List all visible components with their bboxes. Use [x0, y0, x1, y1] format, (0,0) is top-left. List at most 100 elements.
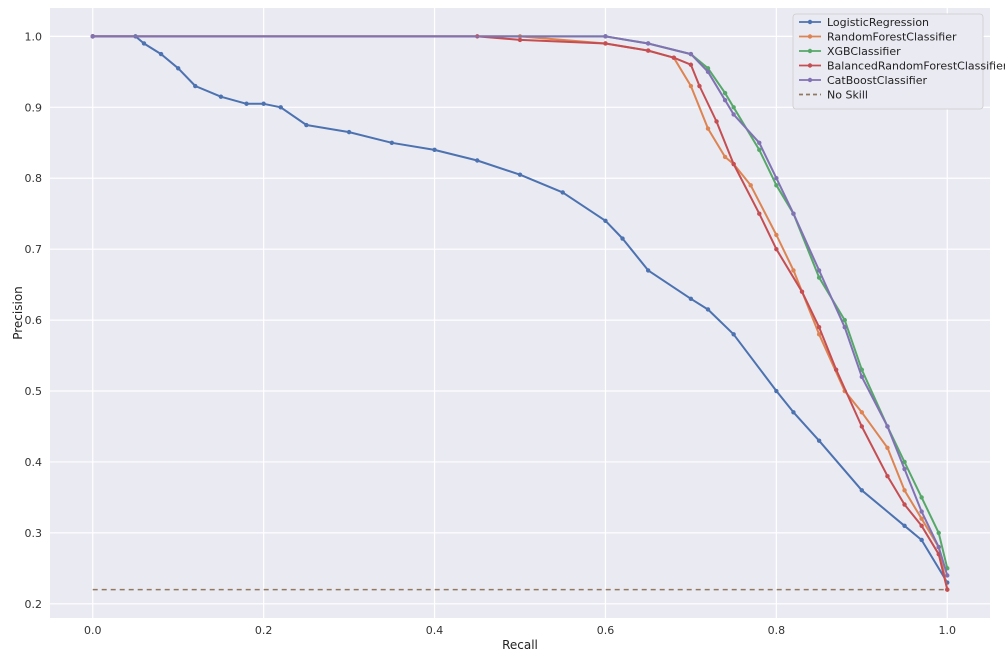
data-point: [714, 119, 719, 124]
series-BalancedRandomForestClassifier: [90, 34, 950, 592]
data-point: [645, 41, 651, 46]
y-tick-label: 0.2: [25, 598, 43, 611]
data-point: [774, 176, 779, 181]
data-point: [141, 41, 147, 46]
data-point: [304, 122, 309, 128]
data-point: [859, 374, 865, 380]
data-point: [705, 307, 711, 312]
data-point: [859, 488, 865, 493]
data-point: [688, 296, 694, 302]
data-point: [90, 34, 95, 39]
series-line: [92, 35, 949, 576]
data-point: [389, 140, 395, 145]
data-point: [816, 332, 822, 337]
x-tick-label: 0.2: [255, 624, 273, 637]
data-point: [774, 183, 779, 188]
data-point: [791, 410, 796, 415]
data-point: [688, 62, 694, 67]
data-point: [791, 268, 796, 273]
data-point: [919, 516, 924, 521]
data-point: [261, 101, 266, 106]
data-point: [475, 158, 480, 163]
data-point: [603, 218, 608, 223]
data-point: [945, 573, 950, 578]
legend-marker: [807, 34, 813, 39]
data-point: [697, 83, 702, 89]
plot-area: [50, 8, 990, 618]
data-point: [919, 509, 924, 514]
legend-marker: [807, 19, 813, 25]
legend-label: LogisticRegression: [827, 16, 929, 29]
x-tick-label: 0.8: [768, 624, 786, 637]
data-point: [748, 183, 753, 188]
data-point: [799, 289, 805, 294]
y-tick-label: 0.5: [25, 385, 43, 398]
data-point: [919, 537, 924, 543]
legend-label: XGBClassifier: [827, 45, 901, 58]
data-point: [816, 275, 822, 280]
data-point: [902, 466, 907, 472]
data-point: [757, 140, 762, 145]
data-point: [671, 55, 677, 60]
data-point: [833, 367, 839, 372]
data-point: [705, 126, 711, 131]
data-point: [731, 332, 736, 337]
data-point: [432, 147, 437, 153]
x-tick-label: 1.0: [939, 624, 957, 637]
legend-box: [792, 13, 984, 110]
data-point: [902, 459, 907, 465]
data-point: [346, 129, 352, 135]
data-point: [705, 69, 711, 75]
y-tick-label: 0.8: [25, 172, 43, 185]
data-point: [757, 147, 762, 153]
data-point: [936, 544, 941, 550]
data-point: [902, 502, 907, 507]
data-point: [158, 51, 164, 57]
data-point: [842, 317, 847, 323]
data-point: [919, 523, 924, 528]
data-point: [722, 154, 728, 160]
data-point: [688, 51, 694, 57]
data-point: [218, 94, 224, 99]
data-point: [945, 587, 950, 592]
data-point: [919, 495, 924, 500]
data-point: [774, 388, 779, 394]
data-point: [244, 101, 249, 106]
legend: LogisticRegression RandomForestClassifier…: [792, 13, 1005, 110]
legend-marker: [807, 63, 813, 68]
x-axis-label: Recall: [502, 638, 538, 652]
data-point: [757, 211, 762, 216]
data-point: [774, 246, 779, 252]
data-point: [722, 90, 728, 96]
x-tick-label: 0.6: [597, 624, 615, 637]
data-point: [731, 112, 736, 117]
data-point: [560, 190, 565, 195]
data-point: [645, 48, 651, 53]
data-point: [175, 66, 181, 71]
data-point: [517, 172, 523, 177]
series-layer: [90, 34, 950, 592]
data-point: [603, 41, 608, 46]
data-point: [645, 268, 651, 273]
data-point: [722, 98, 728, 103]
data-point: [278, 105, 283, 110]
legend-label: BalancedRandomForestClassifier: [827, 60, 1005, 73]
y-axis-label: Precision: [11, 286, 25, 340]
data-point: [731, 161, 736, 167]
data-point: [620, 236, 625, 241]
data-point: [688, 83, 694, 89]
legend-marker: [807, 48, 813, 54]
data-point: [902, 523, 907, 528]
y-tick-label: 0.6: [25, 314, 43, 327]
legend-marker: [807, 77, 813, 83]
x-tick-label: 0.4: [426, 624, 444, 637]
data-point: [885, 473, 890, 479]
data-point: [885, 424, 890, 429]
y-tick-label: 0.7: [25, 243, 43, 256]
y-tick-labels: 0.2 0.3 0.4 0.5 0.6 0.7 0.8 0.9 1.0: [25, 30, 43, 610]
data-point: [936, 530, 941, 536]
data-point: [859, 410, 865, 415]
y-tick-label: 1.0: [25, 30, 43, 43]
legend-label: CatBoostClassifier: [827, 74, 927, 87]
